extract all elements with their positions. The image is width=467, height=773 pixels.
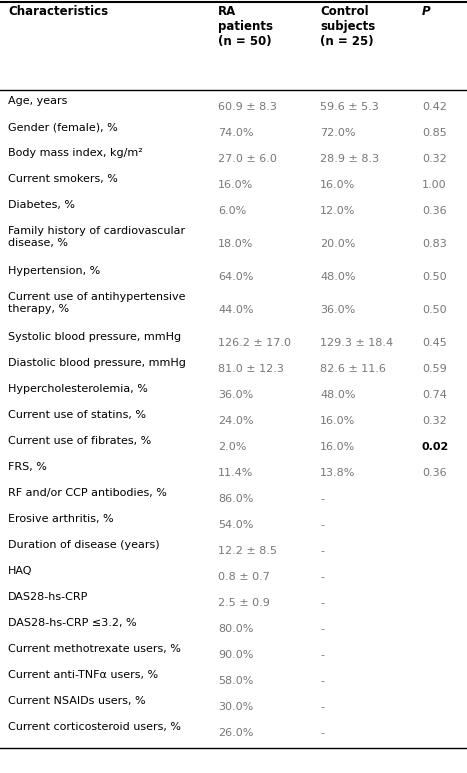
Text: Current use of fibrates, %: Current use of fibrates, % [8,436,151,446]
Text: 59.6 ± 5.3: 59.6 ± 5.3 [320,102,379,112]
Text: 0.50: 0.50 [422,305,446,315]
Text: P: P [422,5,431,18]
Text: 0.74: 0.74 [422,390,447,400]
Text: 60.9 ± 8.3: 60.9 ± 8.3 [218,102,277,112]
Text: 26.0%: 26.0% [218,728,254,738]
Text: 28.9 ± 8.3: 28.9 ± 8.3 [320,154,379,164]
Text: 0.02: 0.02 [422,442,449,452]
Text: Family history of cardiovascular
disease, %: Family history of cardiovascular disease… [8,226,185,247]
Text: 0.8 ± 0.7: 0.8 ± 0.7 [218,572,270,582]
Text: Diastolic blood pressure, mmHg: Diastolic blood pressure, mmHg [8,358,186,368]
Text: 129.3 ± 18.4: 129.3 ± 18.4 [320,338,393,348]
Text: 16.0%: 16.0% [320,442,355,452]
Text: Systolic blood pressure, mmHg: Systolic blood pressure, mmHg [8,332,181,342]
Text: 0.32: 0.32 [422,154,447,164]
Text: 0.45: 0.45 [422,338,447,348]
Text: 12.0%: 12.0% [320,206,355,216]
Text: Current methotrexate users, %: Current methotrexate users, % [8,644,181,654]
Text: 0.42: 0.42 [422,102,447,112]
Text: Current use of statins, %: Current use of statins, % [8,410,146,420]
Text: Duration of disease (years): Duration of disease (years) [8,540,160,550]
Text: Diabetes, %: Diabetes, % [8,200,75,210]
Text: -: - [320,494,324,504]
Text: 36.0%: 36.0% [218,390,253,400]
Text: Gender (female), %: Gender (female), % [8,122,118,132]
Text: 0.50: 0.50 [422,272,446,282]
Text: Current corticosteroid users, %: Current corticosteroid users, % [8,722,181,732]
Text: -: - [320,676,324,686]
Text: 24.0%: 24.0% [218,416,254,426]
Text: Characteristics: Characteristics [8,5,108,18]
Text: 0.32: 0.32 [422,416,447,426]
Text: -: - [320,546,324,556]
Text: 30.0%: 30.0% [218,702,253,712]
Text: 0.36: 0.36 [422,206,446,216]
Text: -: - [320,624,324,634]
Text: 58.0%: 58.0% [218,676,254,686]
Text: 2.0%: 2.0% [218,442,247,452]
Text: Hypertension, %: Hypertension, % [8,266,100,276]
Text: 0.59: 0.59 [422,364,447,374]
Text: Current use of antihypertensive
therapy, %: Current use of antihypertensive therapy,… [8,292,185,314]
Text: Current NSAIDs users, %: Current NSAIDs users, % [8,696,146,706]
Text: 16.0%: 16.0% [320,416,355,426]
Text: RF and/or CCP antibodies, %: RF and/or CCP antibodies, % [8,488,167,498]
Text: Age, years: Age, years [8,96,67,106]
Text: 1.00: 1.00 [422,180,446,190]
Text: Erosive arthritis, %: Erosive arthritis, % [8,514,113,524]
Text: 44.0%: 44.0% [218,305,254,315]
Text: 36.0%: 36.0% [320,305,355,315]
Text: 72.0%: 72.0% [320,128,355,138]
Text: Control
subjects
(n = 25): Control subjects (n = 25) [320,5,375,48]
Text: Body mass index, kg/m²: Body mass index, kg/m² [8,148,143,158]
Text: 16.0%: 16.0% [320,180,355,190]
Text: -: - [320,702,324,712]
Text: 2.5 ± 0.9: 2.5 ± 0.9 [218,598,270,608]
Text: HAQ: HAQ [8,566,33,576]
Text: RA
patients
(n = 50): RA patients (n = 50) [218,5,273,48]
Text: 81.0 ± 12.3: 81.0 ± 12.3 [218,364,284,374]
Text: Hypercholesterolemia, %: Hypercholesterolemia, % [8,384,148,394]
Text: 16.0%: 16.0% [218,180,253,190]
Text: 13.8%: 13.8% [320,468,355,478]
Text: -: - [320,650,324,660]
Text: 0.83: 0.83 [422,239,447,249]
Text: -: - [320,572,324,582]
Text: -: - [320,728,324,738]
Text: 82.6 ± 11.6: 82.6 ± 11.6 [320,364,386,374]
Text: 48.0%: 48.0% [320,272,355,282]
Text: 54.0%: 54.0% [218,520,254,530]
Text: 12.2 ± 8.5: 12.2 ± 8.5 [218,546,277,556]
Text: 126.2 ± 17.0: 126.2 ± 17.0 [218,338,291,348]
Text: 18.0%: 18.0% [218,239,254,249]
Text: DAS28-hs-CRP ≤3.2, %: DAS28-hs-CRP ≤3.2, % [8,618,137,628]
Text: FRS, %: FRS, % [8,462,47,472]
Text: 0.85: 0.85 [422,128,447,138]
Text: 0.36: 0.36 [422,468,446,478]
Text: 64.0%: 64.0% [218,272,254,282]
Text: 86.0%: 86.0% [218,494,254,504]
Text: 74.0%: 74.0% [218,128,254,138]
Text: 80.0%: 80.0% [218,624,254,634]
Text: -: - [320,520,324,530]
Text: 6.0%: 6.0% [218,206,246,216]
Text: -: - [320,598,324,608]
Text: DAS28-hs-CRP: DAS28-hs-CRP [8,592,88,602]
Text: 27.0 ± 6.0: 27.0 ± 6.0 [218,154,277,164]
Text: Current smokers, %: Current smokers, % [8,174,118,184]
Text: 20.0%: 20.0% [320,239,355,249]
Text: Current anti-TNFα users, %: Current anti-TNFα users, % [8,670,158,680]
Text: 90.0%: 90.0% [218,650,254,660]
Text: 11.4%: 11.4% [218,468,254,478]
Text: 48.0%: 48.0% [320,390,355,400]
